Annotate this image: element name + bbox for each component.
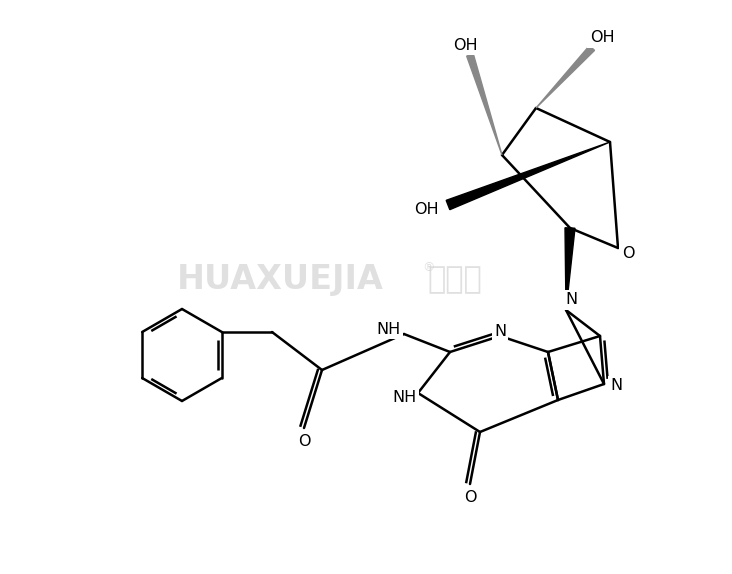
Polygon shape — [565, 228, 575, 310]
Text: OH: OH — [414, 203, 438, 218]
Text: O: O — [298, 435, 310, 449]
Text: NH: NH — [392, 390, 416, 405]
Text: O: O — [464, 490, 477, 505]
Polygon shape — [447, 142, 610, 210]
Text: O: O — [621, 246, 634, 261]
Text: N: N — [565, 293, 577, 308]
Text: OH: OH — [452, 37, 477, 52]
Text: NH: NH — [376, 321, 400, 336]
Text: N: N — [610, 378, 622, 394]
Polygon shape — [467, 54, 502, 155]
Text: 化学加: 化学加 — [427, 266, 482, 294]
Polygon shape — [536, 45, 594, 108]
Text: OH: OH — [590, 30, 614, 45]
Text: ®: ® — [422, 262, 434, 274]
Text: N: N — [494, 324, 506, 339]
Text: HUAXUEJIA: HUAXUEJIA — [176, 263, 384, 297]
